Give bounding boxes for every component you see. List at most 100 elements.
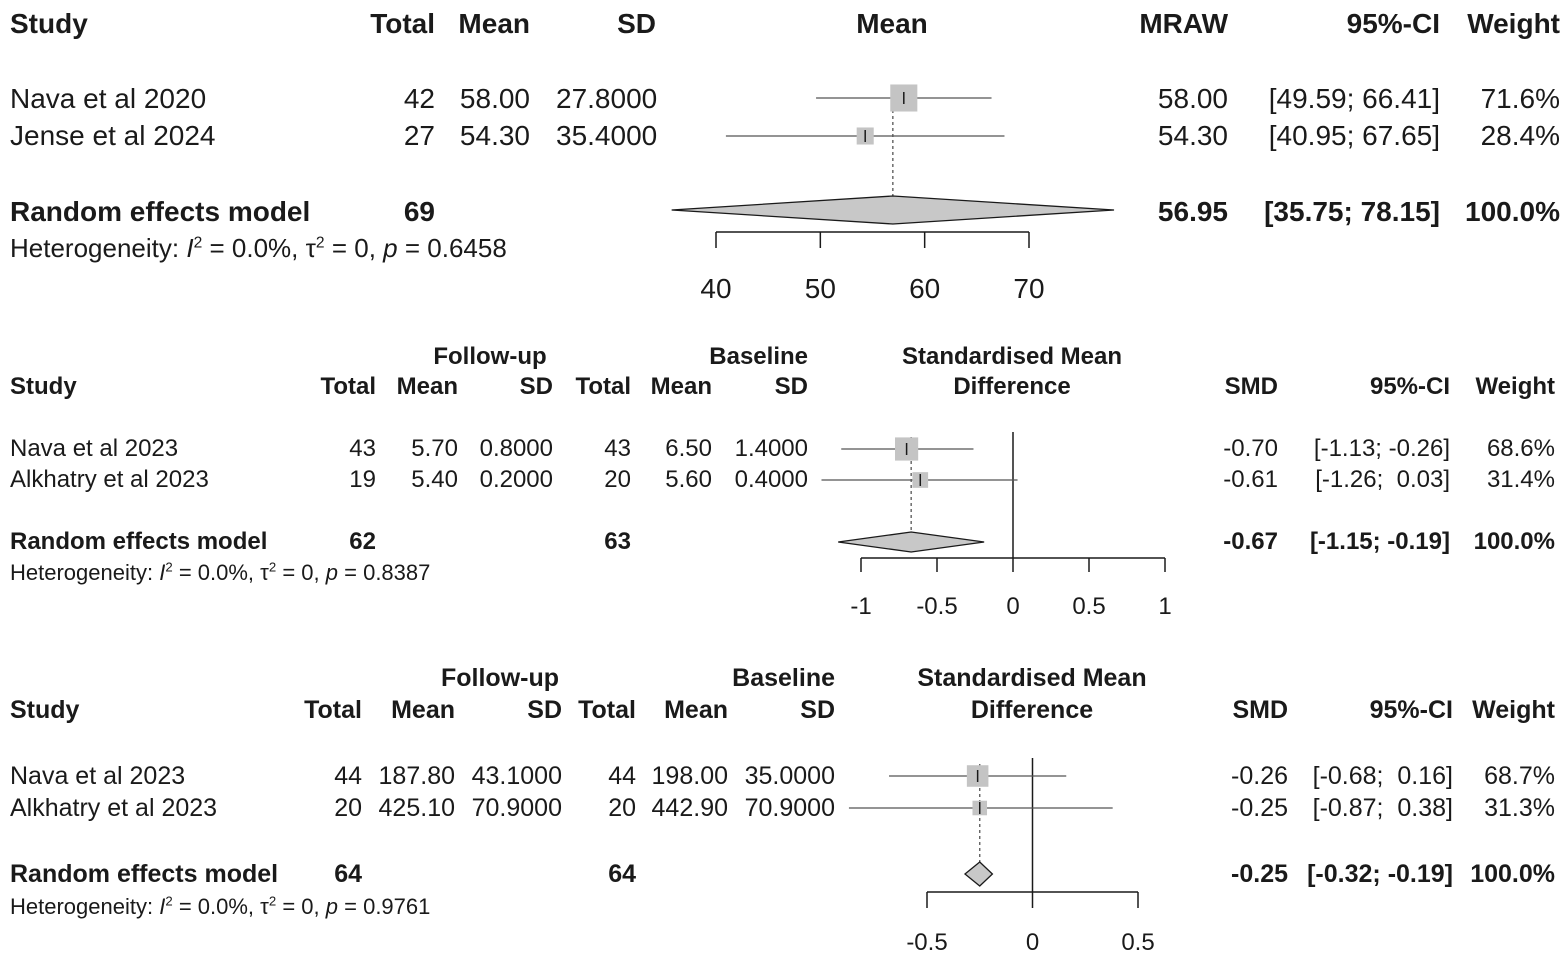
forest-panel-3: Follow-up Baseline Standardised Mean Dif… — [0, 640, 1567, 964]
x-tick-label: -0.5 — [916, 593, 957, 620]
pooled-effect: 56.95 — [1157, 196, 1228, 227]
forest-panel-1: Study Total Mean SD Mean MRAW 95%-CI Wei… — [0, 0, 1567, 320]
study-name: Alkhatry et al 2023 — [10, 466, 209, 493]
header-effect: MRAW — [1139, 8, 1228, 39]
x-tick-label: 50 — [805, 273, 836, 304]
forest-plot-2: -1 -0.5 0 0.5 1 — [821, 432, 1172, 620]
header-effect: SMD — [1224, 373, 1278, 400]
header-weight: Weight — [1467, 8, 1560, 39]
study-name: Alkhatry et al 2023 — [10, 794, 218, 822]
study-total2: 20 — [608, 794, 636, 822]
study-sd2: 35.0000 — [744, 762, 835, 790]
study-effect: -0.61 — [1223, 466, 1278, 493]
forest-plot-1: 40 50 60 70 — [671, 84, 1115, 304]
study-sd1: 43.1000 — [471, 762, 562, 790]
x-tick-label: -1 — [850, 593, 871, 620]
study-weight: 31.3% — [1484, 794, 1555, 822]
pooled-weight: 100.0% — [1473, 528, 1555, 555]
x-tick-label: 40 — [700, 273, 731, 304]
group-header-followup: Follow-up — [440, 664, 560, 692]
study-sd2: 0.4000 — [734, 466, 808, 493]
study-name: Jense et al 2024 — [10, 120, 216, 151]
pooled-total: 69 — [403, 196, 435, 227]
study-weight: 68.7% — [1484, 762, 1555, 790]
study-mean2: 198.00 — [651, 762, 728, 790]
axis-title-line1: Standardised Mean — [917, 664, 1147, 692]
study-ci: [-0.68; 0.16] — [1312, 762, 1453, 790]
study-weight: 28.4% — [1480, 120, 1560, 151]
pooled-diamond — [838, 531, 985, 553]
heterogeneity-text: Heterogeneity: I2 = 0.0%, τ2 = 0, p = 0.… — [10, 233, 507, 263]
study-total2: 44 — [608, 762, 636, 790]
study-total: 42 — [403, 83, 435, 114]
study-weight: 68.6% — [1486, 435, 1555, 462]
axis-title-line1: Standardised Mean — [901, 343, 1123, 370]
header-total1: Total — [320, 373, 376, 400]
header-weight: Weight — [1472, 696, 1555, 724]
study-name: Nava et al 2020 — [10, 83, 207, 114]
x-tick-label: 0 — [1026, 929, 1039, 956]
header-sd2: SD — [774, 373, 808, 400]
study-effect: -0.70 — [1223, 435, 1278, 462]
study-ci: [-1.13; -0.26] — [1313, 435, 1450, 462]
x-tick-label: 70 — [1013, 273, 1044, 304]
axis-title-line2: Difference — [953, 373, 1071, 400]
pooled-effect: -0.67 — [1223, 528, 1278, 555]
study-name: Nava et al 2023 — [10, 435, 179, 462]
group-header-baseline: Baseline — [709, 343, 808, 370]
x-tick-label: 60 — [909, 273, 940, 304]
group-header-followup: Follow-up — [433, 343, 547, 370]
study-mean1: 5.40 — [411, 466, 458, 493]
heterogeneity-text: Heterogeneity: I2 = 0.0%, τ2 = 0, p = 0.… — [10, 559, 431, 585]
heterogeneity-text: Heterogeneity: I2 = 0.0%, τ2 = 0, p = 0.… — [10, 893, 431, 919]
header-mean: Mean — [458, 8, 530, 39]
header-ci: 95%-CI — [1369, 696, 1453, 724]
study-sd: 27.8000 — [556, 83, 658, 114]
header-total2: Total — [575, 373, 631, 400]
x-tick-label: -0.5 — [906, 929, 947, 956]
study-sd1: 0.2000 — [479, 466, 553, 493]
study-mean1: 425.10 — [378, 794, 455, 822]
study-ci: [40.95; 67.65] — [1268, 120, 1440, 151]
study-total1: 43 — [349, 435, 376, 462]
study-mean1: 5.70 — [411, 435, 458, 462]
forest-plot-3: -0.5 0 0.5 — [848, 758, 1155, 956]
header-effect: SMD — [1232, 696, 1288, 724]
pooled-label: Random effects model — [10, 196, 311, 227]
header-study: Study — [10, 373, 77, 400]
pooled-ci: [35.75; 78.15] — [1264, 196, 1440, 227]
header-study: Study — [10, 696, 80, 724]
x-tick-label: 0 — [1006, 593, 1019, 620]
header-total: Total — [370, 8, 435, 39]
axis-title-line2: Difference — [970, 696, 1094, 724]
pooled-label: Random effects model — [10, 528, 268, 555]
pooled-ci: [-1.15; -0.19] — [1309, 528, 1450, 555]
header-ci: 95%-CI — [1346, 8, 1440, 39]
x-tick-label: 0.5 — [1072, 593, 1105, 620]
study-total1: 19 — [349, 466, 376, 493]
study-effect: -0.25 — [1231, 794, 1288, 822]
study-mean2: 5.60 — [665, 466, 712, 493]
pooled-total1: 64 — [334, 860, 362, 888]
header-sd2: SD — [800, 696, 835, 724]
header-study: Study — [10, 8, 88, 39]
header-mean2: Mean — [664, 696, 728, 724]
header-weight: Weight — [1475, 373, 1555, 400]
pooled-ci: [-0.32; -0.19] — [1307, 860, 1453, 888]
pooled-diamond — [671, 195, 1115, 225]
axis-title: Mean — [856, 8, 928, 39]
study-total: 27 — [403, 120, 435, 151]
study-ci: [49.59; 66.41] — [1268, 83, 1440, 114]
header-sd1: SD — [527, 696, 562, 724]
study-effect: 58.00 — [1157, 83, 1228, 114]
study-sd1: 0.8000 — [479, 435, 553, 462]
study-sd2: 1.4000 — [734, 435, 808, 462]
study-ci: [-1.26; 0.03] — [1315, 466, 1450, 493]
x-tick-label: 1 — [1158, 593, 1171, 620]
header-mean2: Mean — [650, 373, 712, 400]
study-weight: 31.4% — [1486, 466, 1555, 493]
study-mean: 54.30 — [459, 120, 530, 151]
study-total2: 43 — [604, 435, 631, 462]
header-mean1: Mean — [391, 696, 455, 724]
study-ci: [-0.87; 0.38] — [1312, 794, 1453, 822]
